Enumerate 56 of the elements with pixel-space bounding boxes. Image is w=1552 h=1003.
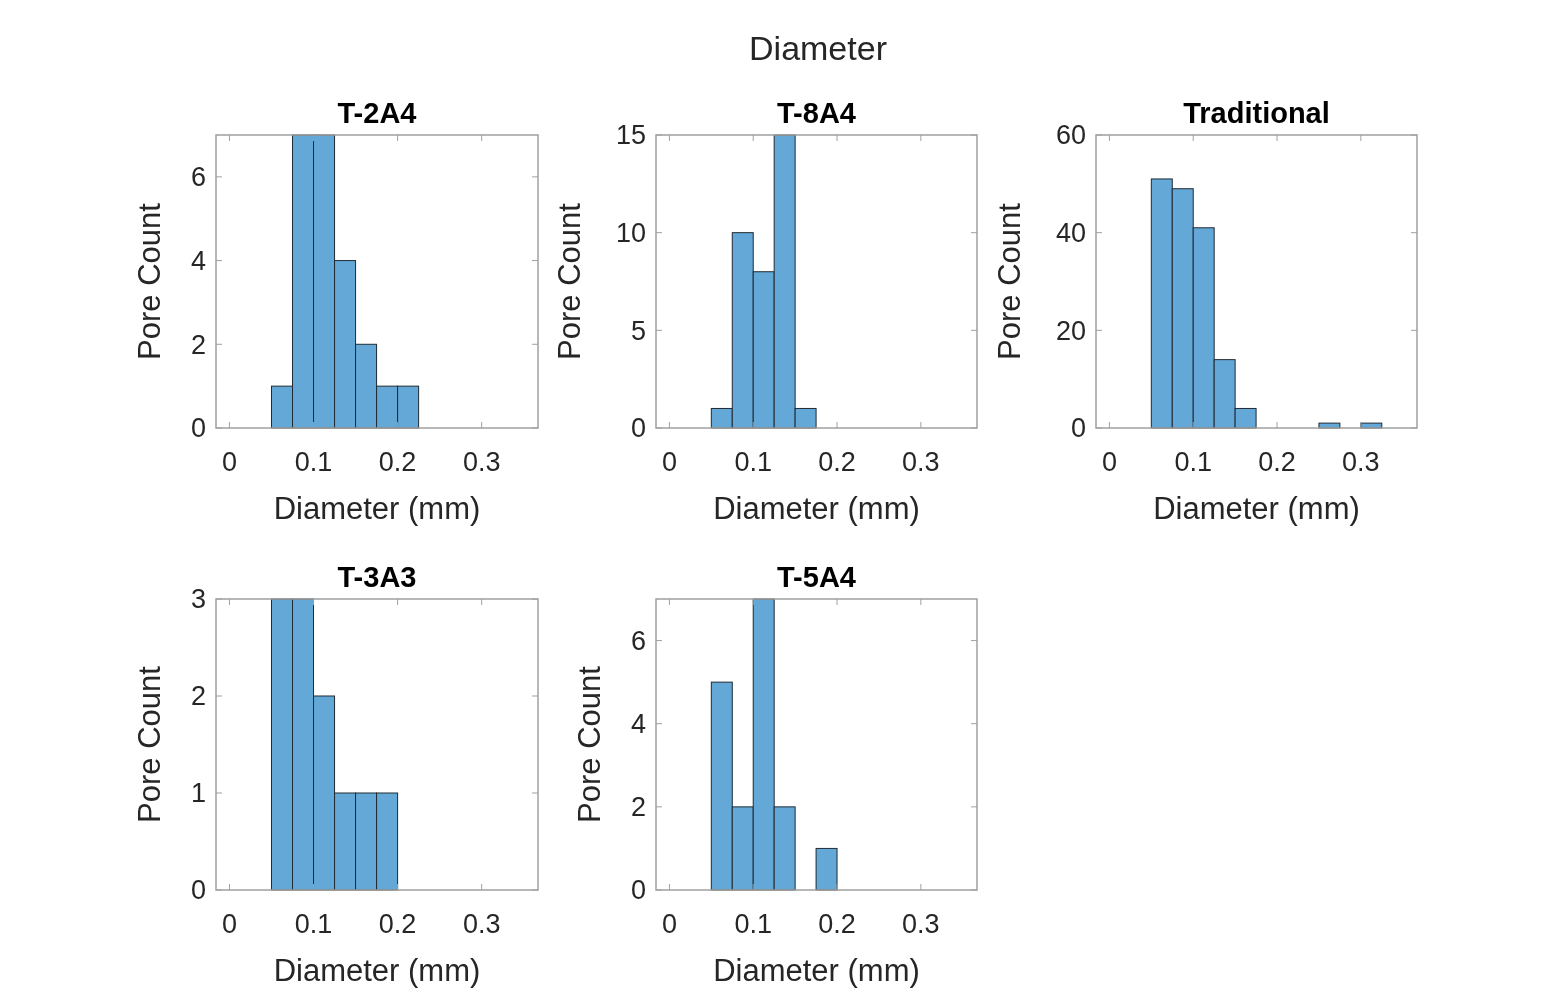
x-tick-label: 0.3 xyxy=(462,909,501,939)
y-axis-title: Pore Count xyxy=(572,665,607,823)
y-axis-title: Pore Count xyxy=(552,202,587,360)
y-tick-label: 0 xyxy=(190,875,206,906)
x-tick-label: 0.1 xyxy=(1174,447,1212,477)
x-tick-label: 0.2 xyxy=(818,909,856,939)
y-tick-label: 20 xyxy=(1055,315,1086,346)
x-tick-label: 0.3 xyxy=(1342,447,1380,477)
x-tick-label: 0.2 xyxy=(378,447,417,477)
y-tick-label: 6 xyxy=(190,162,206,193)
y-tick-label: 5 xyxy=(630,315,646,346)
x-axis-title: Diameter (mm) xyxy=(273,491,481,526)
y-axis-title: Pore Count xyxy=(132,665,167,823)
y-tick-label: 3 xyxy=(190,584,206,615)
x-tick-label: 0.3 xyxy=(902,909,940,939)
x-tick-label: 0.2 xyxy=(1258,447,1296,477)
y-tick-label: 1 xyxy=(190,778,206,809)
y-tick-label: 2 xyxy=(190,329,206,360)
y-tick-label: 15 xyxy=(615,120,646,151)
chart-title: T-2A4 xyxy=(337,97,417,129)
y-tick-label: 6 xyxy=(630,626,646,657)
x-tick-label: 0 xyxy=(221,447,237,477)
y-tick-label: 0 xyxy=(630,875,646,906)
x-tick-label: 0.1 xyxy=(734,447,772,477)
x-tick-label: 0 xyxy=(661,447,677,477)
x-axis-title: Diameter (mm) xyxy=(1153,491,1360,526)
x-tick-label: 0 xyxy=(221,909,237,939)
y-tick-label: 4 xyxy=(190,246,206,277)
x-tick-label: 0.1 xyxy=(734,909,772,939)
y-axis-title: Pore Count xyxy=(992,202,1027,360)
y-tick-label: 60 xyxy=(1055,120,1086,151)
x-tick-label: 0.1 xyxy=(294,447,333,477)
chart-title: T-3A3 xyxy=(337,561,417,593)
y-tick-label: 0 xyxy=(190,413,206,444)
y-tick-label: 0 xyxy=(630,413,646,444)
x-tick-label: 0.3 xyxy=(902,447,940,477)
y-tick-label: 2 xyxy=(630,792,646,823)
x-tick-label: 0.2 xyxy=(818,447,856,477)
x-axis-title: Diameter (mm) xyxy=(713,491,920,526)
x-tick-label: 0.2 xyxy=(378,909,417,939)
y-axis-title: Pore Count xyxy=(132,202,167,360)
text: Diameter xyxy=(749,29,887,67)
x-tick-label: 0 xyxy=(1101,447,1117,477)
x-tick-label: 0.3 xyxy=(462,447,501,477)
x-axis-title: Diameter (mm) xyxy=(273,953,481,988)
y-tick-label: 2 xyxy=(190,681,206,712)
x-tick-label: 0 xyxy=(661,909,677,939)
chart-title: Traditional xyxy=(1183,97,1330,129)
y-tick-label: 40 xyxy=(1055,218,1086,249)
y-tick-label: 0 xyxy=(1070,413,1086,444)
chart-title: T-8A4 xyxy=(777,97,856,129)
y-tick-label: 10 xyxy=(615,218,646,249)
y-tick-label: 4 xyxy=(630,709,646,740)
x-tick-label: 0.1 xyxy=(294,909,333,939)
chart-title: T-5A4 xyxy=(777,561,856,593)
x-axis-title: Diameter (mm) xyxy=(713,953,920,988)
